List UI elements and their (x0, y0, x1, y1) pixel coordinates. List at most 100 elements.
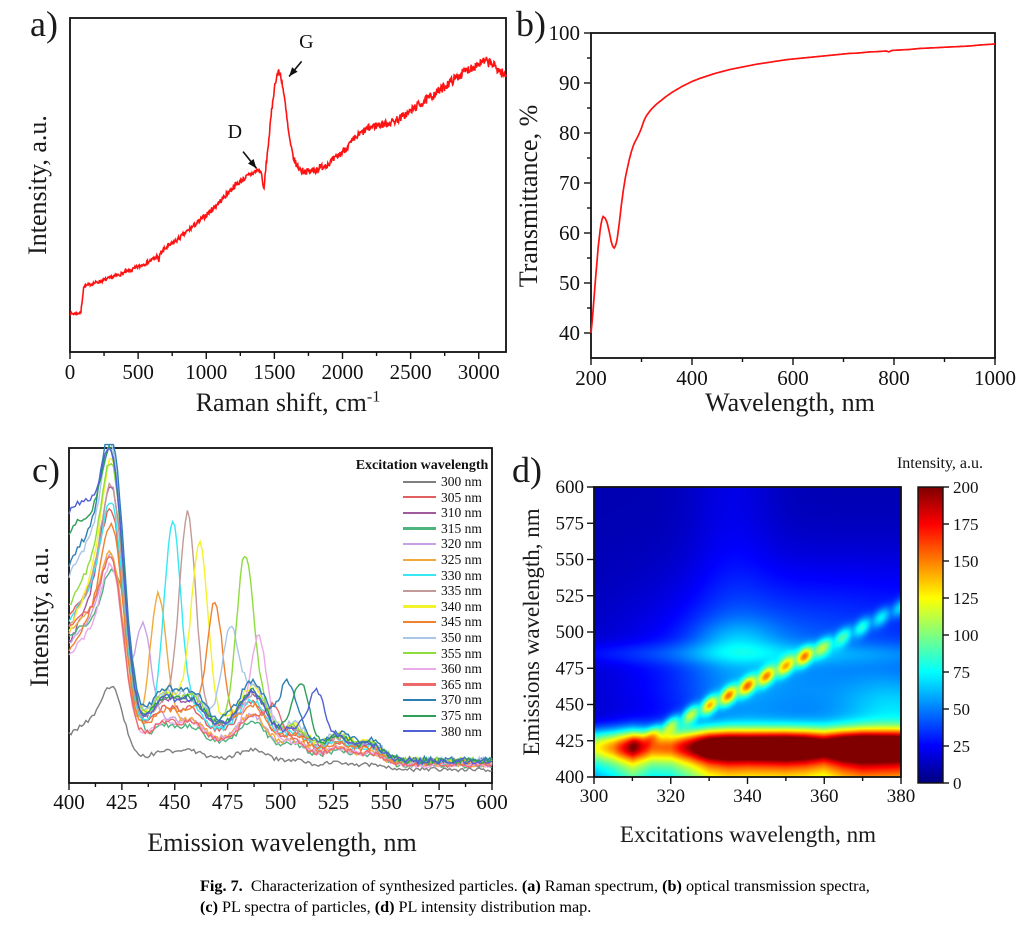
legend-line-sample (403, 543, 436, 546)
panel-d-x-tick-label: 360 (810, 786, 839, 807)
colorbar-gradient (918, 487, 943, 783)
legend-entry-375nm: 375 nm (353, 708, 491, 724)
panel-b-y-tick-label: 50 (559, 271, 580, 295)
legend-entry-345nm: 345 nm (353, 614, 491, 630)
legend-entry-label: 380 nm (441, 723, 482, 739)
panel-a-x-tick-label: 3000 (458, 360, 500, 384)
colorbar-tick-label: 100 (953, 626, 979, 645)
panel-a-x-tick-label: 1500 (253, 360, 295, 384)
legend-line-sample (403, 574, 436, 577)
colorbar-tick-label: 75 (953, 663, 970, 682)
panel-b-x-tick-label: 800 (878, 366, 910, 390)
legend-line-sample (403, 605, 436, 608)
legend-entry-label: 330 nm (441, 567, 482, 583)
panel-b-x-tick-label: 1000 (974, 366, 1016, 390)
panel-c-letter: c) (32, 450, 60, 490)
legend-line-sample (403, 558, 436, 561)
legend-entry-label: 355 nm (441, 645, 482, 661)
panel-d-y-tick-label: 575 (556, 513, 585, 534)
colorbar-tick-label: 175 (953, 515, 979, 534)
panel-b-letter: b) (516, 4, 546, 44)
legend-entry-label: 365 nm (441, 676, 482, 692)
panel-c-x-tick-label: 600 (476, 790, 508, 814)
legend-entry-label: 370 nm (441, 692, 482, 708)
caption-bold-segment: Fig. 7. (200, 877, 243, 895)
colorbar-tick-label: 50 (953, 700, 970, 719)
transmittance-curve (590, 43, 996, 334)
panel-b-x-axis-title: Wavelength, nm (705, 388, 875, 417)
panel-b-y-tick-label: 40 (559, 321, 580, 345)
legend-rows: 300 nm 305 nm 310 nm 315 nm 320 nm 325 nm 330 … (353, 474, 491, 739)
colorbar-tick-label: 200 (953, 478, 979, 497)
caption-segment: PL intensity distribution map. (394, 898, 592, 917)
panel-b-x-tick-label: 400 (676, 366, 708, 390)
panel-b-y-axis-title: Transmittance, % (514, 104, 543, 288)
panel-d-heatmap-axes: 300 320 340 360 3804004254504755005255505756… (556, 477, 979, 807)
legend-entry-label: 325 nm (441, 552, 482, 568)
colorbar-tick-label: 125 (953, 589, 979, 608)
caption-segment: Characterization of synthesized particle… (242, 877, 522, 895)
legend-line-sample (403, 683, 436, 686)
panel-c-y-axis-title: Intensity, a.u. (25, 547, 54, 687)
pl-curve-300nm (68, 685, 493, 773)
panel-d-y-tick-label: 400 (556, 767, 585, 788)
colorbar-tick-label: 150 (953, 552, 979, 571)
pl-intensity-heatmap (594, 487, 901, 777)
panel-d-x-tick-label: 320 (657, 786, 686, 807)
panel-b-y-tick-label: 60 (559, 221, 580, 245)
figure-caption: Fig. 7. Characterization of synthesized … (200, 876, 872, 919)
panel-a-x-axis-title: Raman shift, cm-1 (128, 388, 448, 418)
legend-line-sample (403, 699, 436, 702)
caption-bold-segment: (d) (374, 898, 395, 917)
legend-line-sample (403, 496, 436, 499)
panel-a-x-tick-label: 1000 (185, 360, 227, 384)
caption-bold-segment: (c) (200, 898, 218, 917)
legend-entry-label: 300 nm (441, 474, 482, 490)
legend-line-sample (403, 730, 436, 733)
legend-line-sample (403, 714, 436, 717)
legend-entry-370nm: 370 nm (353, 692, 491, 708)
panel-d-x-tick-label: 300 (580, 786, 609, 807)
panel-a-x-tick-label: 2500 (390, 360, 432, 384)
legend-title: Excitation wavelength (355, 458, 489, 473)
legend-entry-label: 310 nm (441, 505, 482, 521)
legend-entry-label: 350 nm (441, 629, 482, 645)
legend-entry-310nm: 310 nm (353, 505, 491, 521)
panel-a-x-axis-title-text: Raman shift, cm (195, 388, 367, 417)
panel-d-x-tick-label: 380 (887, 786, 916, 807)
panel-a-x-tick-label: 0 (65, 360, 76, 384)
panel-a-raman-plot: 0 500 1000 1500 2000 2500 3000 D G (65, 17, 507, 384)
panel-c-x-tick-label: 450 (159, 790, 191, 814)
panel-b-plot-frame (590, 32, 996, 359)
panel-b-x-tick-label: 200 (575, 366, 607, 390)
panel-d-y-tick-label: 425 (556, 731, 585, 752)
legend-entry-350nm: 350 nm (353, 630, 491, 646)
legend-entry-365nm: 365 nm (353, 677, 491, 693)
panel-d-y-tick-label: 600 (556, 477, 585, 498)
legend-entry-380nm: 380 nm (353, 724, 491, 740)
panel-a-x-tick-label: 2000 (322, 360, 364, 384)
legend-line-sample (403, 667, 436, 671)
panel-c-pl-spectra-plot: 400 425 450 475 500 525 550 575 600 (53, 443, 508, 814)
legend-entry-label: 305 nm (441, 489, 482, 505)
panel-d-plot-frame (593, 486, 902, 778)
annotation-arrow-head (289, 67, 298, 77)
legend-line-sample (403, 480, 436, 483)
panel-d-y-tick-label: 475 (556, 658, 585, 679)
caption-segment: Raman spectrum, (540, 877, 663, 895)
legend-entry-label: 345 nm (441, 614, 482, 630)
legend-entry-300nm: 300 nm (353, 474, 491, 490)
legend-line-sample (403, 636, 436, 639)
caption-segment: optical transmission spectra, (681, 877, 870, 895)
panel-c-x-tick-label: 425 (106, 790, 138, 814)
legend-line-sample (403, 511, 436, 515)
panel-a-x-tick-label: 500 (122, 360, 154, 384)
panel-d-x-axis-title: Excitations wavelength, nm (619, 822, 877, 847)
colorbar-tick-label: 25 (953, 737, 970, 756)
legend-entry-label: 340 nm (441, 598, 482, 614)
legend-entry-315nm: 315 nm (353, 521, 491, 537)
panel-c-x-axis-title: Emission wavelength, nm (147, 828, 417, 857)
panel-b-y-tick-label: 80 (559, 121, 580, 145)
panel-a-letter: a) (30, 4, 58, 44)
